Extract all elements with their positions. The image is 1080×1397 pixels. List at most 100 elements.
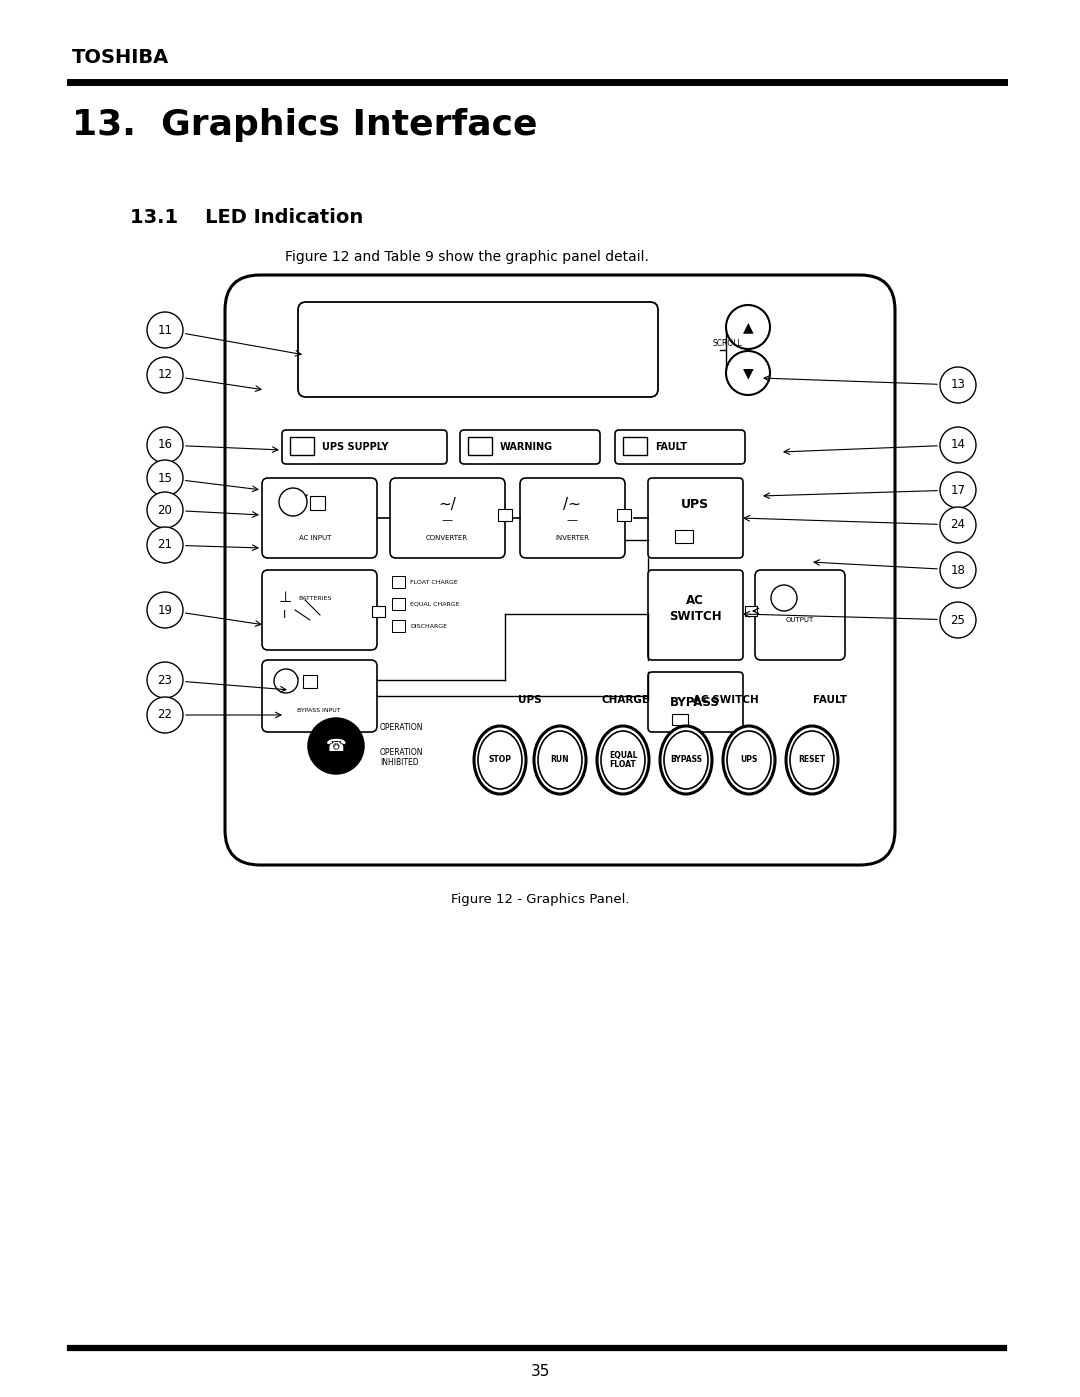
Text: ▼: ▼ xyxy=(743,366,754,380)
Text: TOSHIBA: TOSHIBA xyxy=(72,47,170,67)
Text: SCROLL: SCROLL xyxy=(712,339,742,348)
Text: CHARGE: CHARGE xyxy=(600,694,649,705)
Circle shape xyxy=(940,472,976,509)
Bar xyxy=(372,606,384,617)
Text: Figure 12 and Table 9 show the graphic panel detail.: Figure 12 and Table 9 show the graphic p… xyxy=(285,250,649,264)
Ellipse shape xyxy=(727,731,771,789)
Text: RUN: RUN xyxy=(551,756,569,764)
Circle shape xyxy=(274,669,298,693)
Text: I: I xyxy=(283,610,286,620)
Text: 17: 17 xyxy=(950,483,966,496)
Text: BYPASS: BYPASS xyxy=(670,756,702,764)
Text: 20: 20 xyxy=(158,503,173,517)
Text: 19: 19 xyxy=(158,604,173,616)
Circle shape xyxy=(726,305,770,349)
Text: Figure 12 - Graphics Panel.: Figure 12 - Graphics Panel. xyxy=(450,894,630,907)
Ellipse shape xyxy=(600,731,645,789)
Bar xyxy=(392,620,405,631)
Text: 21: 21 xyxy=(158,538,173,552)
Circle shape xyxy=(279,488,307,515)
FancyBboxPatch shape xyxy=(262,478,377,557)
Text: UPS SUPPLY: UPS SUPPLY xyxy=(322,441,389,453)
Text: RESET: RESET xyxy=(798,756,825,764)
Circle shape xyxy=(940,552,976,588)
Text: FAULT: FAULT xyxy=(654,441,687,453)
Text: /~: /~ xyxy=(563,497,581,513)
Bar xyxy=(468,437,492,455)
Text: DISCHARGE: DISCHARGE xyxy=(410,623,447,629)
Bar xyxy=(291,437,314,455)
Ellipse shape xyxy=(664,731,708,789)
Text: ☎: ☎ xyxy=(326,738,347,754)
Ellipse shape xyxy=(597,726,649,793)
FancyBboxPatch shape xyxy=(648,570,743,659)
FancyBboxPatch shape xyxy=(262,570,377,650)
Ellipse shape xyxy=(474,726,526,793)
Circle shape xyxy=(940,507,976,543)
Circle shape xyxy=(940,367,976,402)
Text: AC INPUT: AC INPUT xyxy=(299,535,332,541)
FancyBboxPatch shape xyxy=(390,478,505,557)
Text: EQUAL CHARGE: EQUAL CHARGE xyxy=(410,602,459,606)
Text: OUTPUT: OUTPUT xyxy=(786,617,814,623)
Text: UPS: UPS xyxy=(740,756,758,764)
Text: AC
SWITCH: AC SWITCH xyxy=(669,594,721,623)
Text: 11: 11 xyxy=(158,324,173,337)
FancyBboxPatch shape xyxy=(460,430,600,464)
Text: INVERTER: INVERTER xyxy=(555,535,589,541)
Text: 18: 18 xyxy=(950,563,966,577)
Ellipse shape xyxy=(789,731,834,789)
FancyBboxPatch shape xyxy=(298,302,658,397)
Text: ⊥: ⊥ xyxy=(279,591,292,605)
Circle shape xyxy=(147,592,183,629)
Text: UPS: UPS xyxy=(518,694,542,705)
Text: 13.1    LED Indication: 13.1 LED Indication xyxy=(130,208,363,226)
Text: 25: 25 xyxy=(950,613,966,626)
Text: ▲: ▲ xyxy=(743,320,754,334)
Circle shape xyxy=(309,719,363,773)
Circle shape xyxy=(147,697,183,733)
Text: 13.  Graphics Interface: 13. Graphics Interface xyxy=(72,108,538,142)
Bar xyxy=(310,496,325,510)
Text: ~/: ~/ xyxy=(438,497,456,513)
Ellipse shape xyxy=(478,731,522,789)
Bar xyxy=(392,598,405,610)
Ellipse shape xyxy=(538,731,582,789)
FancyBboxPatch shape xyxy=(519,478,625,557)
Text: BATTERIES: BATTERIES xyxy=(298,595,332,601)
Text: FAULT: FAULT xyxy=(813,694,847,705)
FancyBboxPatch shape xyxy=(225,275,895,865)
Circle shape xyxy=(147,358,183,393)
Text: WARNING: WARNING xyxy=(500,441,553,453)
Circle shape xyxy=(147,492,183,528)
Text: BYPASS INPUT: BYPASS INPUT xyxy=(297,707,341,712)
Text: FLOAT CHARGE: FLOAT CHARGE xyxy=(410,580,458,584)
FancyBboxPatch shape xyxy=(648,672,743,732)
Text: 14: 14 xyxy=(950,439,966,451)
Text: BYPASS: BYPASS xyxy=(670,696,720,708)
Bar xyxy=(617,509,631,521)
Bar xyxy=(675,529,693,543)
Ellipse shape xyxy=(660,726,712,793)
Circle shape xyxy=(147,312,183,348)
FancyBboxPatch shape xyxy=(648,478,743,557)
Text: OPERATION
INHIBITED: OPERATION INHIBITED xyxy=(380,747,423,767)
FancyBboxPatch shape xyxy=(615,430,745,464)
Ellipse shape xyxy=(723,726,775,793)
Circle shape xyxy=(147,662,183,698)
Circle shape xyxy=(771,585,797,610)
Text: CONVERTER: CONVERTER xyxy=(426,535,468,541)
Circle shape xyxy=(147,527,183,563)
Bar xyxy=(745,606,757,616)
Text: 15: 15 xyxy=(158,472,173,485)
Text: 22: 22 xyxy=(158,708,173,721)
FancyBboxPatch shape xyxy=(755,570,845,659)
FancyBboxPatch shape xyxy=(262,659,377,732)
Circle shape xyxy=(147,427,183,462)
Text: AC SWITCH: AC SWITCH xyxy=(693,694,759,705)
Bar xyxy=(623,437,647,455)
Ellipse shape xyxy=(786,726,838,793)
Bar xyxy=(392,576,405,588)
Text: STOP: STOP xyxy=(488,756,512,764)
Text: 23: 23 xyxy=(158,673,173,686)
